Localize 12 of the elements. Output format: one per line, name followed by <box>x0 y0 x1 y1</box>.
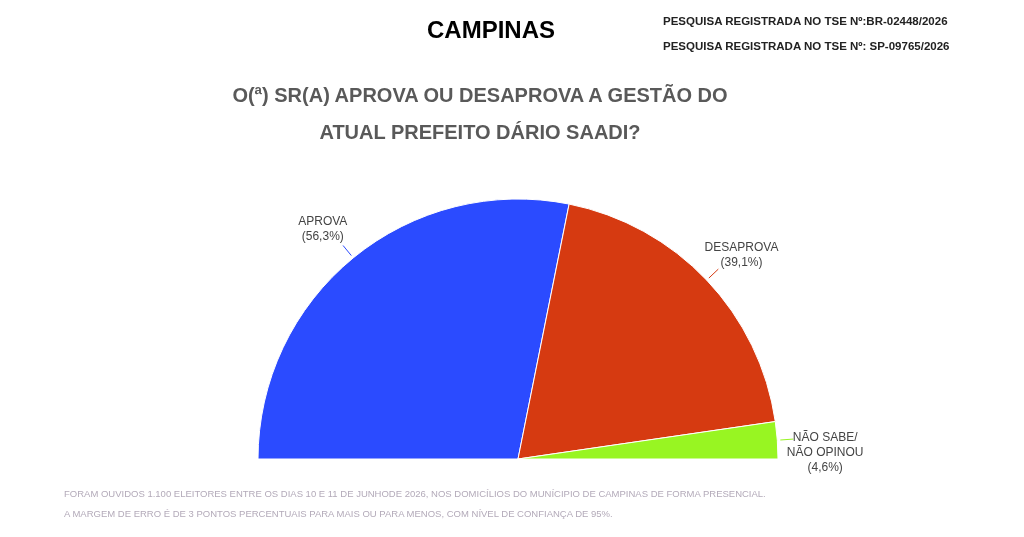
data-label: (56,3%) <box>301 228 344 243</box>
text: FORAM OUVIDOS 1.100 ELEITORES ENTRE OS DIAS 10 E 11 DE JUNHODE 2026, NOS DOMICÍLIOS DO MUNÍCIPIO DE CAMPINAS DE FORMA PRESENCIAL. <box>64 488 766 499</box>
chart-title: CAMPINAS <box>426 16 556 43</box>
slice-label: NÃO SABE/ NÃO OPINOU <box>786 429 864 459</box>
chart-subtitle: O(ª) SR(A) APROVA OU DESAPROVA A GESTÃO DO ATUAL PREFEITO DÁRIO SAADI? <box>232 84 728 143</box>
data-label: (4,6%) <box>807 459 843 474</box>
slice-label: DESAPROVA <box>704 240 779 255</box>
data-label: (39,1%) <box>720 255 763 270</box>
slice-label: APROVA <box>298 213 348 228</box>
text: PESQUISA REGISTRADA NO TSE Nº:BR-02448/2026 <box>663 15 948 27</box>
text: A MARGEM DE ERRO É DE 3 PONTOS PERCENTUAIS PARA MAIS OU PARA MENOS, COM NÍVEL DE CONFIANÇA DE 95%. <box>64 508 613 519</box>
text: PESQUISA REGISTRADA NO TSE Nº: SP-09765/2026 <box>663 40 950 52</box>
